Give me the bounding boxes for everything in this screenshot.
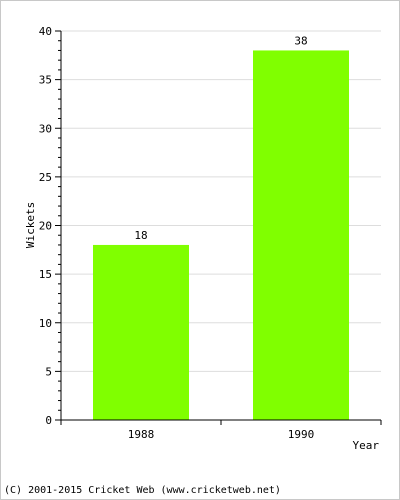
bar-value-label: 18 bbox=[134, 229, 147, 242]
copyright-credit: (C) 2001-2015 Cricket Web (www.cricketwe… bbox=[4, 485, 281, 496]
x-axis-title: Year bbox=[353, 439, 380, 452]
y-tick-label: 25 bbox=[39, 171, 52, 184]
axes bbox=[55, 30, 382, 425]
bar-value-label: 38 bbox=[294, 34, 307, 47]
x-tick-label: 1990 bbox=[288, 428, 315, 441]
y-axis-title: Wickets bbox=[24, 202, 37, 248]
bar bbox=[93, 244, 189, 420]
bar bbox=[253, 50, 349, 420]
y-tick-label: 40 bbox=[39, 25, 52, 38]
y-tick-label: 5 bbox=[45, 365, 52, 378]
labels: 0 5 10 15 20 25 30 35 40 18 1988 38 1990 bbox=[39, 25, 315, 441]
y-tick-label: 15 bbox=[39, 268, 52, 281]
y-tick-label: 20 bbox=[39, 220, 52, 233]
y-tick-label: 30 bbox=[39, 122, 52, 135]
bars bbox=[93, 50, 349, 420]
x-tick-label: 1988 bbox=[128, 428, 155, 441]
y-tick-label: 0 bbox=[45, 414, 52, 427]
y-tick-label: 35 bbox=[39, 74, 52, 87]
y-tick-label: 10 bbox=[39, 317, 52, 330]
